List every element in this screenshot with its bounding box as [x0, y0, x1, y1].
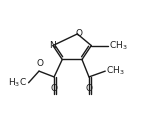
Text: O: O [75, 29, 82, 38]
Text: N: N [49, 41, 56, 50]
Text: O: O [36, 59, 43, 68]
Text: O: O [85, 84, 92, 93]
Text: CH$_3$: CH$_3$ [109, 39, 127, 52]
Text: H$_3$C: H$_3$C [9, 77, 27, 89]
Text: CH$_3$: CH$_3$ [106, 65, 125, 77]
Text: O: O [51, 84, 58, 93]
